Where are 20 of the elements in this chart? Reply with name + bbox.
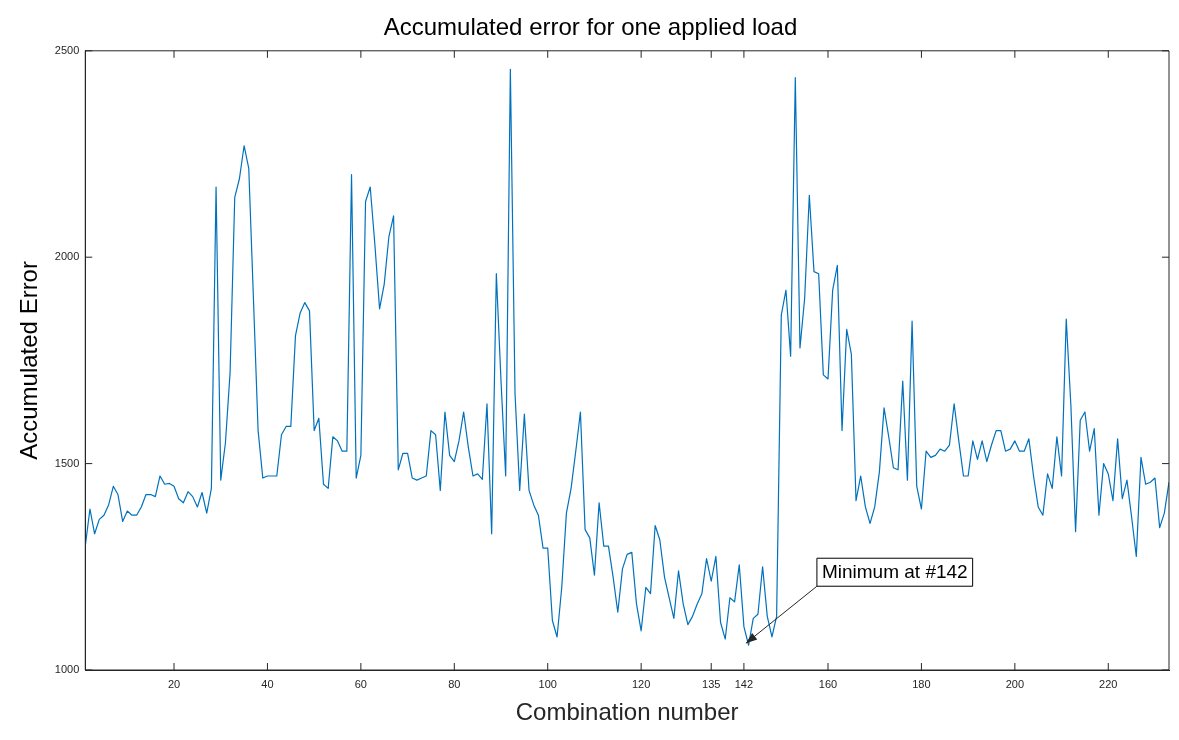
x-tick-label: 220	[1099, 677, 1118, 690]
x-tick-label: 60	[354, 677, 367, 690]
y-axis-title: Accumulated Error	[15, 261, 43, 460]
x-tick-label: 80	[448, 677, 461, 690]
x-tick-label: 200	[1005, 677, 1025, 690]
x-tick-label: 160	[818, 677, 838, 690]
x-tick-label: 142	[734, 677, 754, 690]
x-tick-label: 40	[261, 677, 274, 690]
y-tick-label: 2500	[54, 43, 80, 56]
y-tick-label: 2000	[54, 250, 80, 263]
annotation: Minimum at #142	[821, 561, 968, 583]
x-tick-label: 180	[912, 677, 931, 690]
y-tick-label: 1500	[54, 456, 80, 469]
x-axis-title: Combination number	[515, 698, 739, 726]
chart-title: Accumulated error for one applied load	[383, 13, 798, 41]
x-tick-label: 20	[167, 677, 181, 690]
y-tick-label: 1000	[54, 663, 80, 676]
x-tick-label: 120	[631, 677, 651, 690]
x-tick-label: 135	[702, 677, 721, 690]
x-tick-label: 100	[538, 677, 557, 690]
